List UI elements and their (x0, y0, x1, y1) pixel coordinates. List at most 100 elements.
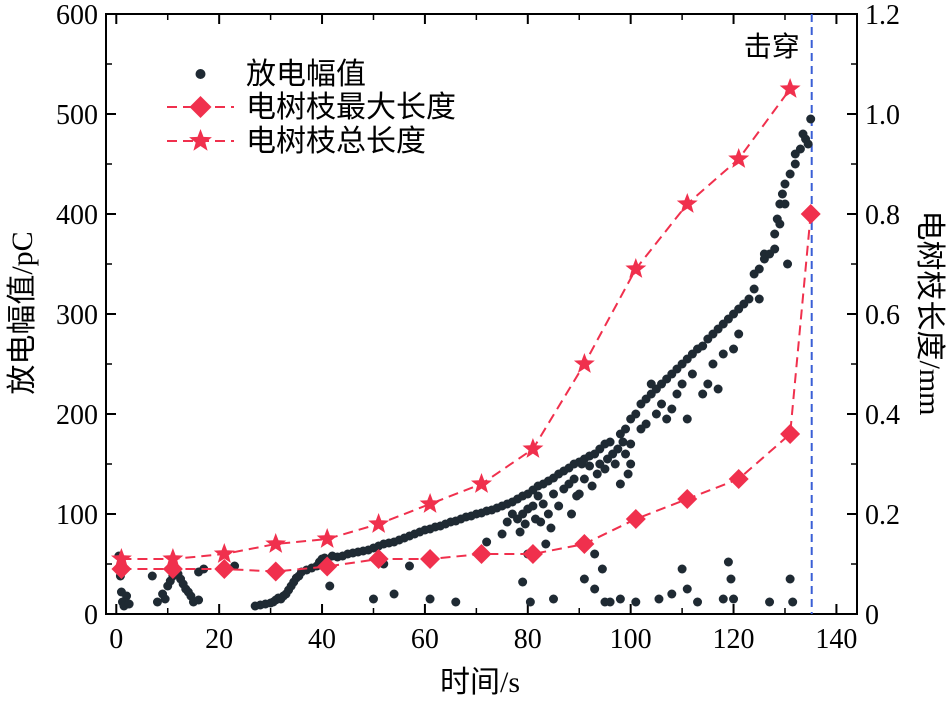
discharge-point (615, 594, 625, 604)
total-length-marker (419, 493, 441, 513)
discharge-point (682, 414, 692, 424)
discharge-point (667, 589, 677, 599)
x-tick-label: 80 (514, 624, 542, 655)
max-length-marker (420, 549, 441, 569)
discharge-point (543, 509, 553, 519)
discharge-point (610, 459, 620, 469)
discharge-point (765, 597, 775, 607)
legend-label-discharge: 放电幅值 (246, 58, 366, 91)
discharge-point (631, 409, 641, 419)
discharge-point (621, 424, 631, 434)
discharge-point (605, 597, 615, 607)
total-length-marker (471, 473, 492, 493)
discharge-point (160, 594, 170, 604)
max-length-marker (317, 556, 338, 577)
discharge-point (677, 379, 687, 389)
y-right-tick-label: 1.0 (865, 100, 900, 131)
discharge-point (672, 389, 682, 399)
discharge-point (698, 341, 708, 351)
discharge-point (536, 517, 546, 527)
discharge-point (651, 409, 661, 419)
total-length-marker (779, 78, 801, 98)
y-right-tick-label: 0 (865, 600, 879, 631)
x-tick-label: 0 (109, 624, 123, 655)
discharge-point (368, 594, 378, 604)
y-axis-label-left: 放电幅值/pC (6, 231, 39, 394)
discharge-point (777, 189, 787, 199)
y-right-tick-label: 0.6 (865, 300, 900, 331)
discharge-point (708, 359, 718, 369)
discharge-point (592, 469, 602, 479)
y-right-tick-label: 1.2 (865, 0, 900, 31)
discharge-point (718, 594, 728, 604)
discharge-point (549, 594, 559, 604)
discharge-point (590, 584, 600, 594)
y-left-tick-label: 0 (84, 600, 98, 631)
legend-marker-max (189, 96, 212, 118)
discharge-point (790, 159, 800, 169)
discharge-point (538, 499, 548, 509)
discharge-point (775, 219, 785, 229)
total-length-marker (316, 528, 338, 548)
discharge-point (734, 329, 744, 339)
discharge-point (194, 595, 204, 605)
discharge-point (667, 404, 677, 414)
discharge-point (579, 574, 589, 584)
x-axis-label: 时间/s (440, 666, 520, 699)
max-length-marker (677, 489, 698, 509)
y-right-tick-label: 0.4 (865, 400, 900, 431)
discharge-point (795, 144, 805, 154)
discharge-point (451, 597, 461, 607)
discharge-point (662, 414, 672, 424)
x-tick-label: 40 (308, 624, 336, 655)
discharge-point (618, 437, 628, 447)
discharge-point (641, 419, 651, 429)
discharge-point (729, 344, 739, 354)
total-length-marker (522, 438, 544, 458)
discharge-point (147, 571, 157, 581)
discharge-point (325, 581, 335, 591)
discharge-point (626, 459, 636, 469)
discharge-point (780, 179, 790, 189)
discharge-point (587, 481, 597, 491)
discharge-point (585, 461, 595, 471)
x-tick-label: 140 (815, 624, 857, 655)
max-length-marker (522, 544, 543, 564)
discharge-point (590, 549, 600, 559)
total-length-marker (213, 543, 235, 563)
discharge-point (654, 594, 664, 604)
series-layer: 击穿 (111, 14, 821, 614)
discharge-point (579, 474, 589, 484)
discharge-point (574, 489, 584, 499)
discharge-point (497, 529, 507, 539)
discharge-point (698, 389, 708, 399)
legend-label-total: 电树枝总长度 (246, 125, 426, 158)
discharge-point (770, 229, 780, 239)
discharge-point (631, 597, 641, 607)
discharge-point (615, 479, 625, 489)
discharge-point (623, 469, 633, 479)
discharge-point (726, 574, 736, 584)
discharge-point (754, 294, 764, 304)
discharge-point (613, 444, 623, 454)
total-length-marker (265, 533, 287, 553)
total-length-marker (162, 548, 184, 568)
max-length-marker (728, 469, 749, 489)
discharge-point (122, 591, 132, 601)
discharge-point (528, 501, 538, 511)
legend-label-max: 电树枝最大长度 (246, 91, 456, 124)
total-length-marker (368, 513, 390, 533)
breakdown-annotation: 击穿 (744, 31, 800, 63)
max-length-marker (265, 561, 286, 582)
discharge-point (515, 527, 525, 537)
discharge-point (541, 539, 551, 549)
discharge-point (152, 597, 162, 607)
y-left-tick-label: 400 (56, 200, 98, 231)
x-tick-label: 120 (713, 624, 755, 655)
legend-marker-discharge (195, 69, 206, 79)
discharge-point (723, 557, 733, 567)
discharge-point (533, 491, 543, 501)
total-length-line (121, 88, 791, 560)
discharge-point (806, 114, 816, 124)
